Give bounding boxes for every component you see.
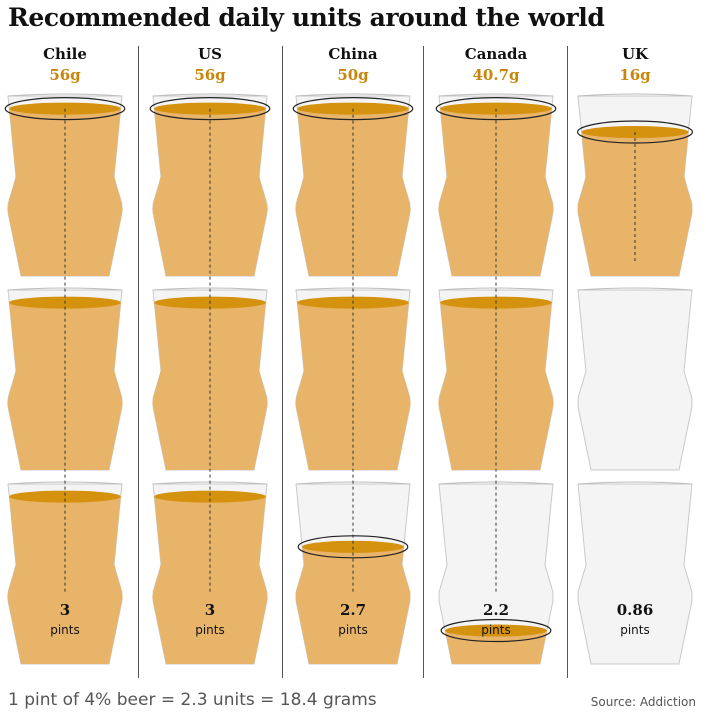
beer-surface-us [154, 490, 266, 503]
level-marker-uk [576, 120, 694, 144]
pints-value-us: 3 [204, 601, 216, 619]
pints-value-uk: 0.86 [616, 601, 654, 619]
beer-surface-chile [9, 490, 121, 503]
grams-label-uk: 16g [619, 66, 651, 84]
glass-rim-uk [577, 287, 693, 291]
beer-fill-us [152, 496, 268, 664]
beer-fill-canada [438, 108, 554, 276]
level-marker-us [149, 96, 271, 121]
pint-glass-uk [577, 289, 693, 471]
country-label-china: China [328, 45, 378, 63]
grams-label-canada: 40.7g [472, 66, 520, 84]
pints-unit-uk: pints [620, 623, 650, 637]
country-label-canada: Canada [464, 45, 528, 63]
column-divider [423, 46, 424, 678]
pints-value-china: 2.7 [339, 601, 367, 619]
grams-label-chile: 56g [49, 66, 81, 84]
country-label-uk: UK [621, 45, 649, 63]
glass-rim-us [152, 287, 268, 291]
level-marker-canada [435, 96, 557, 121]
level-marker-canada [440, 618, 552, 643]
source-credit: Source: Addiction [590, 695, 696, 709]
glass-rim-uk [577, 481, 693, 485]
beer-fill-china [295, 546, 411, 664]
pints-value-chile: 3 [59, 601, 71, 619]
beer-fill-chile [7, 496, 123, 664]
grams-label-china: 50g [337, 66, 369, 84]
glass-rim-chile [7, 93, 123, 97]
beer-fill-china [295, 108, 411, 276]
column-divider [567, 46, 568, 678]
glass-rim-china [295, 93, 411, 97]
glass-rim-us [152, 93, 268, 97]
beer-fill-uk [577, 132, 693, 276]
country-label-us: US [198, 45, 222, 63]
pints-unit-china: pints [338, 623, 368, 637]
glass-rim-china [295, 287, 411, 291]
glass-rim-chile [7, 287, 123, 291]
beer-fill-canada [445, 630, 547, 664]
glass-rim-canada [438, 287, 554, 291]
pints-unit-us: pints [195, 623, 225, 637]
column-divider [138, 46, 139, 678]
pints-unit-canada: pints [481, 623, 511, 637]
conversion-note: 1 pint of 4% beer = 2.3 units = 18.4 gra… [8, 690, 377, 710]
column-divider [282, 46, 283, 678]
pints-unit-chile: pints [50, 623, 80, 637]
level-marker-chile [4, 96, 126, 121]
country-label-chile: Chile [43, 45, 87, 63]
beer-surface-canada [445, 624, 547, 637]
pints-value-canada: 2.2 [482, 601, 510, 619]
glass-rim-canada [438, 93, 554, 97]
beer-fill-chile [7, 108, 123, 276]
level-marker-china [292, 96, 414, 121]
grams-label-us: 56g [194, 66, 226, 84]
beer-fill-us [152, 108, 268, 276]
chart-title: Recommended daily units around the world [8, 3, 605, 32]
pint-glass-uk [577, 483, 693, 665]
glass-rim-uk [577, 93, 693, 97]
